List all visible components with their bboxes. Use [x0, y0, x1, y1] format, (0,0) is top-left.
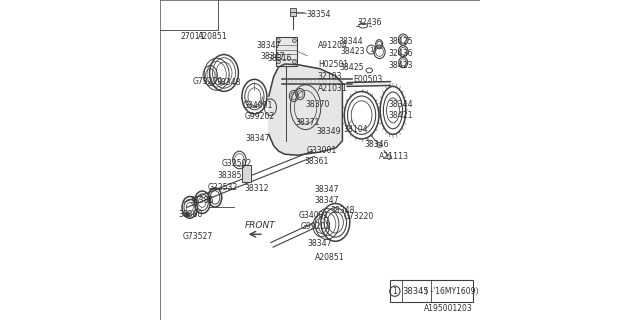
- Text: G73527: G73527: [182, 232, 212, 241]
- Text: 38104: 38104: [344, 125, 368, 134]
- Text: G99202: G99202: [300, 222, 330, 231]
- Text: 38425: 38425: [340, 63, 364, 72]
- Text: 38386: 38386: [189, 196, 214, 205]
- Circle shape: [377, 142, 382, 148]
- Text: G32502: G32502: [222, 159, 252, 168]
- Text: 38361: 38361: [305, 157, 329, 166]
- Text: 32103: 32103: [317, 72, 342, 81]
- Text: G22532: G22532: [207, 183, 237, 192]
- Text: A91204: A91204: [317, 41, 348, 50]
- Text: G33001: G33001: [307, 146, 337, 155]
- Text: A21113: A21113: [380, 152, 409, 161]
- Text: A20851: A20851: [315, 253, 344, 262]
- Text: G34001: G34001: [243, 101, 273, 110]
- Text: 38316: 38316: [268, 54, 292, 63]
- Text: 38347: 38347: [315, 196, 339, 205]
- Circle shape: [292, 39, 296, 43]
- Text: A20851: A20851: [198, 32, 227, 41]
- Text: 38421: 38421: [388, 111, 413, 120]
- Text: 38423: 38423: [388, 61, 413, 70]
- Text: 38344: 38344: [339, 37, 363, 46]
- Text: 38354: 38354: [307, 10, 331, 19]
- Text: ( -'16MY1609): ( -'16MY1609): [426, 287, 479, 296]
- Text: 38347: 38347: [257, 41, 281, 50]
- Text: A21031: A21031: [317, 84, 348, 93]
- Text: 38349: 38349: [317, 127, 341, 136]
- Text: E00503: E00503: [353, 75, 383, 84]
- Text: 32436: 32436: [358, 18, 382, 27]
- Text: 38371: 38371: [295, 118, 319, 127]
- Text: 1: 1: [392, 287, 397, 296]
- Circle shape: [276, 39, 280, 43]
- Text: FRONT: FRONT: [244, 221, 276, 230]
- Text: A195001203: A195001203: [424, 304, 473, 313]
- Text: 38348: 38348: [216, 78, 241, 87]
- Text: 38312: 38312: [244, 184, 269, 193]
- Circle shape: [387, 155, 392, 159]
- Text: 38344: 38344: [388, 100, 413, 109]
- Bar: [390, 280, 473, 302]
- Text: G73220: G73220: [193, 77, 223, 86]
- Text: 38380: 38380: [179, 210, 203, 219]
- Text: G99202: G99202: [244, 112, 275, 121]
- Text: 38346: 38346: [365, 140, 389, 149]
- Text: 38385: 38385: [217, 171, 241, 180]
- Bar: [275, 37, 297, 66]
- Text: G34001: G34001: [298, 211, 329, 220]
- Text: 32436: 32436: [388, 49, 413, 58]
- Bar: [290, 12, 296, 16]
- Text: 38423: 38423: [340, 47, 365, 56]
- Text: 1: 1: [369, 47, 374, 52]
- Text: 38370: 38370: [306, 100, 330, 109]
- Text: 38347: 38347: [307, 239, 332, 248]
- Text: 38348: 38348: [330, 206, 355, 215]
- Text: 38345: 38345: [403, 287, 429, 296]
- Polygon shape: [269, 64, 342, 155]
- Text: G73220: G73220: [344, 212, 374, 221]
- Text: H02501: H02501: [317, 60, 348, 69]
- Text: 27011: 27011: [181, 32, 205, 41]
- Text: 38347: 38347: [315, 185, 339, 194]
- Bar: [242, 165, 251, 182]
- Text: 38347: 38347: [260, 52, 285, 61]
- Circle shape: [276, 60, 280, 64]
- Bar: [290, 8, 296, 12]
- Text: 38347: 38347: [246, 134, 270, 143]
- Circle shape: [292, 60, 296, 64]
- Text: 38425: 38425: [388, 37, 413, 46]
